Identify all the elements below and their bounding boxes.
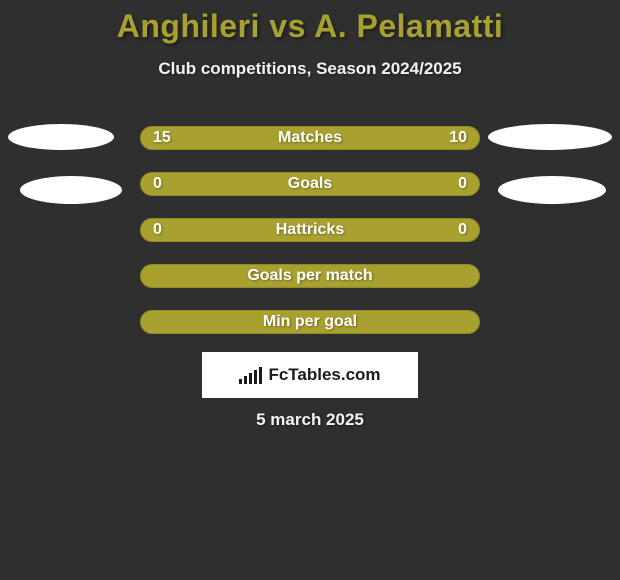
stat-right-value: 0 [458, 175, 467, 193]
fctables-logo: FcTables.com [202, 352, 418, 398]
player-right-photo-1 [488, 124, 612, 150]
stat-label: Goals [288, 175, 332, 193]
stat-label: Min per goal [263, 313, 357, 331]
player-left-photo-1 [8, 124, 114, 150]
stat-left-value: 0 [153, 221, 162, 239]
stat-row-hattricks: 0 Hattricks 0 [140, 218, 480, 242]
stat-row-min-per-goal: Min per goal [140, 310, 480, 334]
stat-row-goals-per-match: Goals per match [140, 264, 480, 288]
stat-row-goals: 0 Goals 0 [140, 172, 480, 196]
stat-right-value: 10 [449, 129, 467, 147]
player-left-photo-2 [20, 176, 122, 204]
logo-text: FcTables.com [268, 365, 380, 385]
stat-row-matches: 15 Matches 10 [140, 126, 480, 150]
stat-label: Goals per match [247, 267, 372, 285]
page-title: Anghileri vs A. Pelamatti [0, 0, 620, 45]
stats-container: 15 Matches 10 0 Goals 0 0 Hattricks 0 Go… [140, 126, 480, 356]
date-label: 5 march 2025 [256, 410, 364, 430]
subtitle: Club competitions, Season 2024/2025 [0, 59, 620, 79]
stat-right-value: 0 [458, 221, 467, 239]
player-right-photo-2 [498, 176, 606, 204]
stat-left-value: 0 [153, 175, 162, 193]
stat-label: Matches [278, 129, 342, 147]
comparison-card: Anghileri vs A. Pelamatti Club competiti… [0, 0, 620, 580]
stat-left-value: 15 [153, 129, 171, 147]
stat-label: Hattricks [276, 221, 344, 239]
logo-bars-icon [239, 366, 262, 384]
